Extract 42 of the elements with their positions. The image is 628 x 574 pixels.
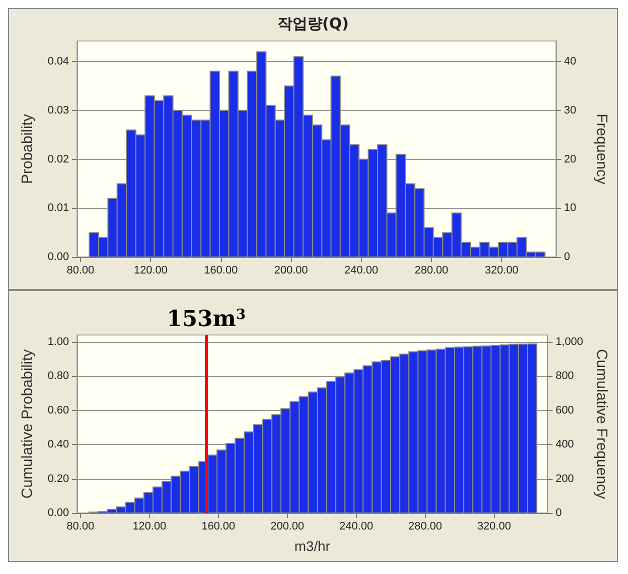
y-axis-title: Cumulative Probability [19, 348, 36, 499]
y-tick-label: 0.04 [48, 56, 69, 68]
y2-tick-label: 40 [564, 56, 576, 68]
y-tick-label: 0.00 [48, 507, 69, 519]
y2-tick-label: 200 [556, 472, 574, 485]
y2-tick-label: 20 [564, 153, 576, 166]
y2-axis-title: Cumulative Frequency [593, 348, 610, 500]
y-tick-label: 0.02 [48, 153, 69, 166]
y2-tick-label: 10 [564, 202, 576, 214]
chart-title: 작업량(Q) [277, 14, 349, 32]
y-tick-label: 0.20 [48, 472, 69, 485]
x-tick-label: 160.00 [204, 264, 238, 276]
x-tick-label: 240.00 [339, 520, 374, 532]
x-tick-label: 320.00 [484, 264, 518, 276]
y-tick-label: 0.00 [48, 251, 69, 263]
x-tick-label: 200.00 [270, 520, 304, 532]
x-tick-label: 280.00 [414, 264, 448, 276]
y-tick-label: 1.00 [48, 336, 69, 348]
y2-tick-label: 0 [564, 251, 570, 263]
y2-tick-label: 600 [556, 404, 574, 416]
x-tick-label: 120.00 [132, 520, 166, 532]
x-tick-label: 120.00 [134, 264, 168, 276]
x-tick-label: 200.00 [274, 264, 308, 276]
y2-axis-title: Frequency [593, 114, 610, 185]
y-tick-label: 0.03 [48, 104, 69, 116]
y-axis-title: Probability [19, 113, 36, 184]
x-tick-label: 80.00 [66, 520, 94, 532]
x-tick-label: 80.00 [66, 264, 94, 276]
x-tick-label: 320.00 [477, 520, 511, 532]
x-tick-label: 280.00 [408, 520, 442, 532]
y2-tick-label: 30 [564, 104, 576, 116]
x-axis-title: m3/hr [294, 538, 331, 554]
x-tick-label: 160.00 [202, 520, 236, 532]
y2-tick-label: 400 [556, 438, 574, 451]
x-tick-label: 240.00 [344, 264, 378, 276]
y-tick-label: 0.60 [48, 404, 69, 416]
y-tick-label: 0.01 [48, 202, 69, 214]
y2-tick-label: 800 [556, 370, 574, 382]
y2-tick-label: 0 [556, 507, 562, 519]
y-tick-label: 0.40 [48, 438, 69, 451]
y-tick-label: 0.80 [48, 370, 69, 382]
y2-tick-label: 1,000 [556, 336, 584, 348]
